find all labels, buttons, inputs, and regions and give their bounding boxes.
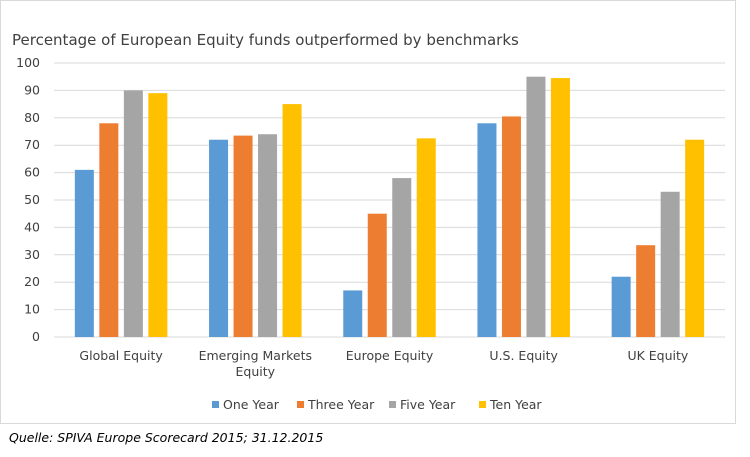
bar xyxy=(660,191,680,337)
bar xyxy=(343,290,363,337)
bar xyxy=(148,93,168,337)
legend-swatch xyxy=(479,401,486,408)
bar xyxy=(416,138,436,337)
bar xyxy=(99,123,119,337)
legend-swatch xyxy=(297,401,304,408)
bar xyxy=(258,134,278,337)
bars xyxy=(74,76,705,338)
bar xyxy=(636,245,656,337)
y-tick-label: 30 xyxy=(24,247,40,262)
bar xyxy=(501,116,521,338)
y-tick-label: 10 xyxy=(24,302,40,317)
y-tick-label: 90 xyxy=(24,82,40,97)
y-tick-label: 0 xyxy=(32,329,40,344)
bar xyxy=(477,123,497,337)
bar xyxy=(611,276,631,337)
category-label: Emerging Markets Equity xyxy=(199,348,312,379)
bar xyxy=(123,90,143,338)
bar xyxy=(392,178,412,337)
y-tick-label: 50 xyxy=(24,192,40,207)
bar xyxy=(74,169,94,337)
category-labels: Global Equity Emerging Markets Equity Europ… xyxy=(79,348,689,379)
y-tick-label: 40 xyxy=(24,219,40,234)
bar xyxy=(209,139,229,337)
y-tick-label: 20 xyxy=(24,274,40,289)
bar xyxy=(550,78,570,337)
y-axis-labels: 0 10 20 30 40 50 60 70 80 90 100 xyxy=(16,55,40,344)
bar xyxy=(367,213,387,337)
chart-title: Percentage of European Equity funds outp… xyxy=(12,31,519,49)
y-tick-label: 70 xyxy=(24,137,40,152)
legend-label: Ten Year xyxy=(489,397,542,412)
chart-frame xyxy=(0,0,736,424)
bar xyxy=(233,135,253,337)
legend-swatch xyxy=(212,401,219,408)
legend-label: Three Year xyxy=(307,397,375,412)
source-note: Quelle: SPIVA Europe Scorecard 2015; 31.… xyxy=(9,430,324,445)
category-label: Europe Equity xyxy=(346,348,434,363)
legend: One Year Three Year Five Year Ten Year xyxy=(212,397,542,412)
category-label: Global Equity xyxy=(79,348,163,363)
category-label: U.S. Equity xyxy=(489,348,558,363)
bar xyxy=(282,104,302,337)
legend-swatch xyxy=(389,401,396,408)
y-tick-label: 100 xyxy=(16,55,40,70)
y-tick-label: 60 xyxy=(24,165,40,180)
legend-label: Five Year xyxy=(400,397,456,412)
legend-label: One Year xyxy=(223,397,280,412)
bar xyxy=(685,139,705,337)
category-label: UK Equity xyxy=(627,348,688,363)
bar xyxy=(526,76,546,337)
y-tick-label: 80 xyxy=(24,110,40,125)
